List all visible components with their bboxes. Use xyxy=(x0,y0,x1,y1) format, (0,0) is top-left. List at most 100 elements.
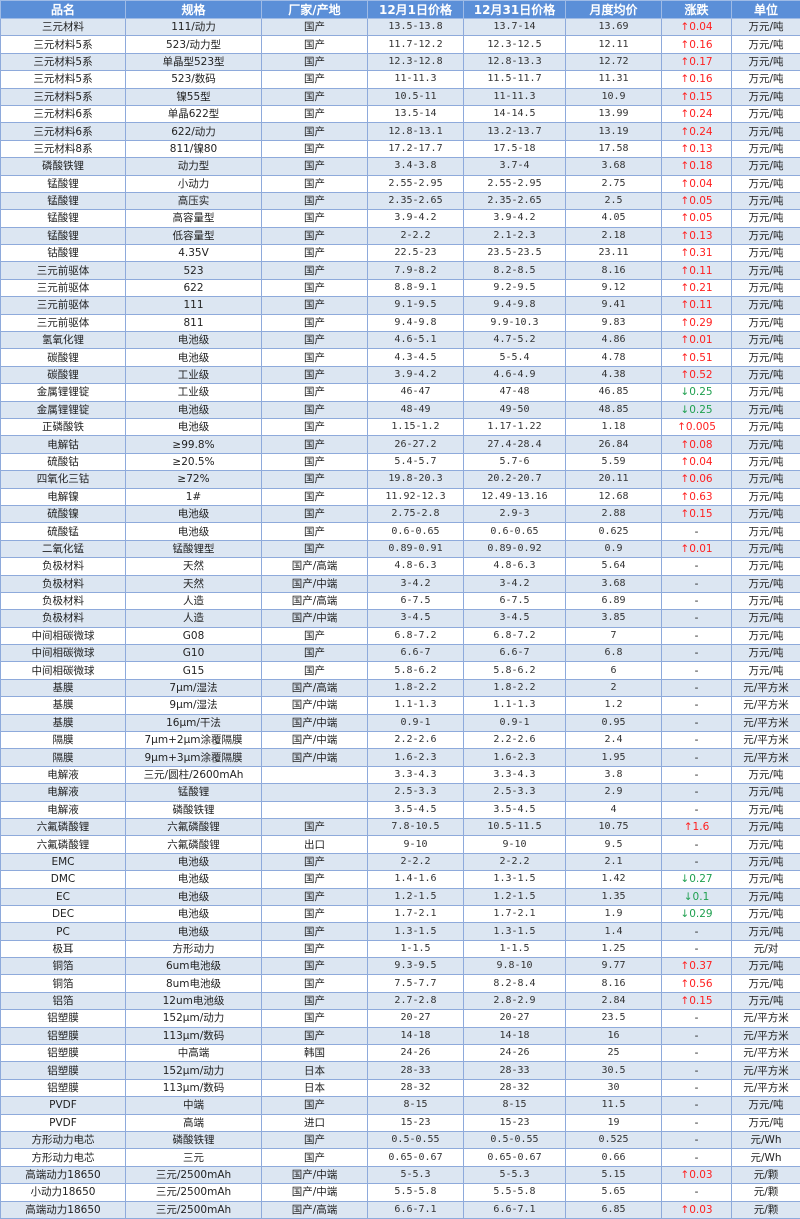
change-cell: - xyxy=(662,523,732,540)
spec-cell: G15 xyxy=(126,662,262,679)
origin-cell: 国产 xyxy=(262,540,368,557)
spec-cell: 电池级 xyxy=(126,923,262,940)
price-dec1-cell: 7.5-7.7 xyxy=(368,975,464,992)
price-dec1-cell: 5-5.3 xyxy=(368,1166,464,1183)
unit-cell: 万元/吨 xyxy=(732,801,800,818)
product-name-cell: 氢氧化锂 xyxy=(1,332,126,349)
spec-cell: 人造 xyxy=(126,610,262,627)
monthly-avg-cell: 13.69 xyxy=(566,19,662,36)
unit-cell: 万元/吨 xyxy=(732,523,800,540)
price-dec31-cell: 20.2-20.7 xyxy=(464,471,566,488)
change-cell: - xyxy=(662,714,732,731)
product-name-cell: 方形动力电芯 xyxy=(1,1132,126,1149)
change-cell: ↑0.01 xyxy=(662,540,732,557)
unit-cell: 万元/吨 xyxy=(732,332,800,349)
monthly-avg-cell: 6 xyxy=(566,662,662,679)
price-dec31-cell: 3.7-4 xyxy=(464,158,566,175)
header-unit[interactable]: 单位 xyxy=(732,1,800,19)
change-cell: - xyxy=(662,749,732,766)
price-dec31-cell: 6.8-7.2 xyxy=(464,627,566,644)
spec-cell: 小动力 xyxy=(126,175,262,192)
price-dec31-cell: 5.7-6 xyxy=(464,453,566,470)
origin-cell: 国产 xyxy=(262,1097,368,1114)
change-cell: ↑0.15 xyxy=(662,88,732,105)
product-name-cell: 高端动力18650 xyxy=(1,1201,126,1218)
change-cell: - xyxy=(662,923,732,940)
price-dec1-cell: 2.5-3.3 xyxy=(368,784,464,801)
monthly-avg-cell: 6.89 xyxy=(566,592,662,609)
origin-cell: 国产/中端 xyxy=(262,1166,368,1183)
price-dec31-cell: 8.2-8.4 xyxy=(464,975,566,992)
price-dec31-cell: 1.2-1.5 xyxy=(464,888,566,905)
unit-cell: 万元/吨 xyxy=(732,140,800,157)
spec-cell: 电池级 xyxy=(126,888,262,905)
price-dec31-cell: 27.4-28.4 xyxy=(464,436,566,453)
origin-cell: 国产 xyxy=(262,192,368,209)
price-dec31-cell: 0.9-1 xyxy=(464,714,566,731)
price-dec1-cell: 11.92-12.3 xyxy=(368,488,464,505)
price-dec31-cell: 13.2-13.7 xyxy=(464,123,566,140)
origin-cell: 国产/中端 xyxy=(262,575,368,592)
origin-cell: 国产 xyxy=(262,349,368,366)
header-monthly-avg[interactable]: 月度均价 xyxy=(566,1,662,19)
price-dec31-cell: 1.7-2.1 xyxy=(464,905,566,922)
monthly-avg-cell: 23.5 xyxy=(566,1010,662,1027)
monthly-avg-cell: 10.75 xyxy=(566,818,662,835)
product-name-cell: 负极材料 xyxy=(1,610,126,627)
spec-cell: 镍55型 xyxy=(126,88,262,105)
price-dec31-cell: 3.9-4.2 xyxy=(464,210,566,227)
price-dec31-cell: 9.2-9.5 xyxy=(464,279,566,296)
monthly-avg-cell: 12.11 xyxy=(566,36,662,53)
monthly-avg-cell: 2.4 xyxy=(566,732,662,749)
unit-cell: 万元/吨 xyxy=(732,297,800,314)
header-price-dec31[interactable]: 12月31日价格 xyxy=(464,1,566,19)
price-dec31-cell: 4.6-4.9 xyxy=(464,366,566,383)
spec-cell: G10 xyxy=(126,645,262,662)
spec-cell: 电池级 xyxy=(126,523,262,540)
unit-cell: 万元/吨 xyxy=(732,766,800,783)
monthly-avg-cell: 3.85 xyxy=(566,610,662,627)
monthly-avg-cell: 2.88 xyxy=(566,505,662,522)
change-cell: ↓0.27 xyxy=(662,871,732,888)
price-dec31-cell: 0.5-0.55 xyxy=(464,1132,566,1149)
price-dec31-cell: 9.9-10.3 xyxy=(464,314,566,331)
unit-cell: 万元/吨 xyxy=(732,888,800,905)
product-name-cell: 钴酸锂 xyxy=(1,245,126,262)
header-spec[interactable]: 规格 xyxy=(126,1,262,19)
product-name-cell: 锰酸锂 xyxy=(1,227,126,244)
header-change[interactable]: 涨跌 xyxy=(662,1,732,19)
unit-cell: 元/平方米 xyxy=(732,697,800,714)
price-dec31-cell: 6.6-7.1 xyxy=(464,1201,566,1218)
change-cell: - xyxy=(662,1149,732,1166)
spec-cell: 12um电池级 xyxy=(126,992,262,1009)
spec-cell: 523/数码 xyxy=(126,71,262,88)
header-product-name[interactable]: 品名 xyxy=(1,1,126,19)
header-origin[interactable]: 厂家/产地 xyxy=(262,1,368,19)
price-dec31-cell: 1.8-2.2 xyxy=(464,679,566,696)
product-name-cell: EC xyxy=(1,888,126,905)
unit-cell: 元/颗 xyxy=(732,1166,800,1183)
origin-cell: 国产 xyxy=(262,1149,368,1166)
price-dec1-cell: 9.3-9.5 xyxy=(368,958,464,975)
price-dec31-cell: 11-11.3 xyxy=(464,88,566,105)
change-cell: ↑0.24 xyxy=(662,123,732,140)
change-cell: - xyxy=(662,1114,732,1131)
change-cell: - xyxy=(662,1132,732,1149)
unit-cell: 万元/吨 xyxy=(732,975,800,992)
origin-cell: 国产 xyxy=(262,314,368,331)
origin-cell: 国产 xyxy=(262,453,368,470)
spec-cell: 9μm+3μm涂覆隔膜 xyxy=(126,749,262,766)
price-dec1-cell: 2.55-2.95 xyxy=(368,175,464,192)
header-price-dec1[interactable]: 12月1日价格 xyxy=(368,1,464,19)
change-cell: ↑0.56 xyxy=(662,975,732,992)
change-cell: ↑1.6 xyxy=(662,818,732,835)
unit-cell: 万元/吨 xyxy=(732,645,800,662)
